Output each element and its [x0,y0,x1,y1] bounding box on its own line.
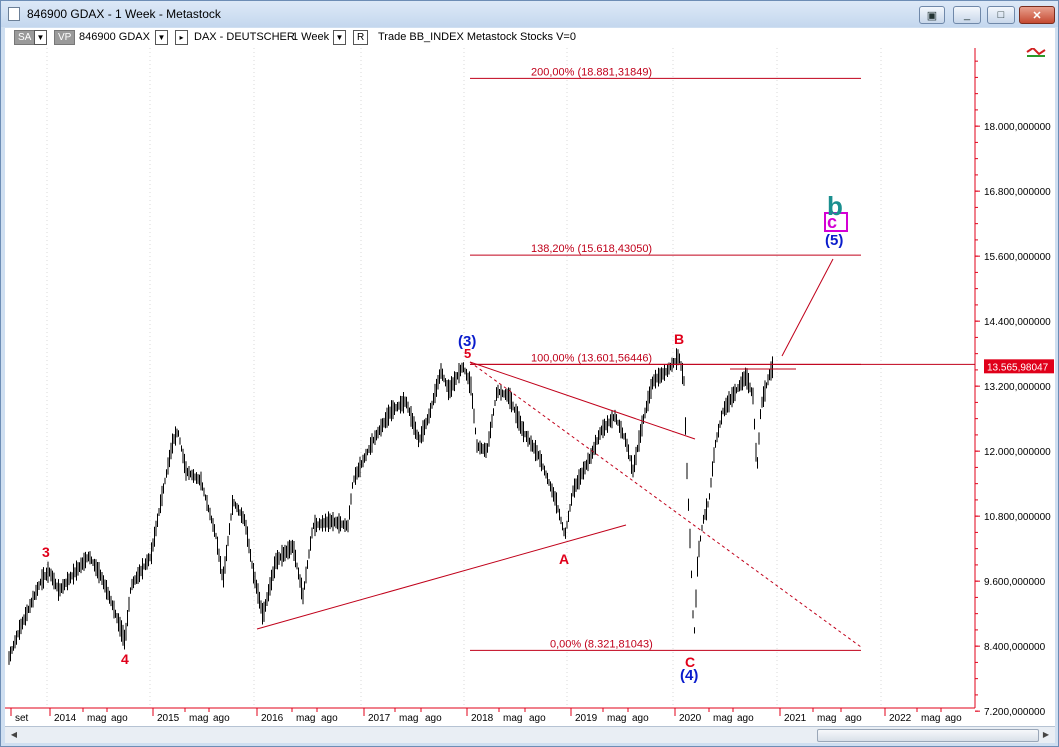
symbol-dropdown-icon[interactable]: ▼ [155,30,168,45]
x-tick-label: 2015 [157,713,180,724]
y-tick-label: 12.000,000000 [984,447,1051,458]
wave-label: B [674,331,684,347]
toolbar-info: Trade BB_INDEX Metastock Stocks V=0 [378,31,576,43]
r-button[interactable]: R [353,30,369,45]
x-tick-label: ago [213,713,230,724]
wave-label: (5) [825,232,843,249]
x-tick-label: ago [111,713,128,724]
y-tick-label: 13.200,000000 [984,382,1051,393]
restore-down-button[interactable]: ▣ [919,6,945,24]
wave-c-box [824,212,848,232]
x-tick-label: mag [817,713,836,724]
x-tick-label: ago [321,713,338,724]
x-tick-label: mag [189,713,208,724]
horizontal-scrollbar[interactable]: ◀ ▶ [5,726,1055,743]
y-tick-label: 18.000,000000 [984,122,1051,133]
y-tick-label: 15.600,000000 [984,252,1051,263]
chart-document-icon [8,7,20,21]
x-tick-label: 2020 [679,713,702,724]
wave-label: C [685,654,695,670]
vp-button[interactable]: VP [54,30,76,45]
chart-toolbar: SA ▼ VP 846900 GDAX ▼ ▸ DAX - DEUTSCHER … [5,28,1055,48]
last-price-label: 13.565,98047 [987,362,1049,373]
x-tick-label: ago [737,713,754,724]
x-tick-label: mag [87,713,106,724]
price-chart-svg[interactable]: 7.200,000000 8.400,000000 9.600,000000 10.8… [5,28,1055,726]
wave-label: 4 [121,651,129,667]
wedge-upper-trendline [469,361,696,440]
y-tick-label: 14.400,000000 [984,317,1051,328]
period-label: 1 Week [292,31,330,43]
x-tick-label: mag [713,713,732,724]
sa-dropdown-icon[interactable]: ▼ [34,30,47,45]
sa-button[interactable]: SA [14,30,36,45]
period-dropdown-icon[interactable]: ▼ [333,30,346,45]
fib-level-label: 0,00% (8.321,81043) [550,638,653,650]
x-tick-label: mag [503,713,522,724]
wedge-lower-trendline [256,524,627,630]
x-tick-label: mag [399,713,418,724]
x-tick-label: 2017 [368,713,391,724]
scroll-left-icon[interactable]: ◀ [10,730,18,739]
x-tick-label: 2021 [784,713,807,724]
y-tick-label: 16.800,000000 [984,187,1051,198]
minimize-button[interactable]: _ [953,6,981,24]
wave-label: 3 [42,544,50,560]
x-tick-label: ago [425,713,442,724]
price-chart[interactable]: 7.200,000000 8.400,000000 9.600,000000 10.8… [5,28,1055,726]
symbol-label: 846900 GDAX [79,31,150,43]
fib-level-label: 138,20% (15.618,43050) [531,243,652,255]
dotted-trendline [469,361,862,648]
y-tick-label: 9.600,000000 [984,577,1046,588]
wave-label: (3) [458,333,476,350]
security-name: DAX - DEUTSCHER [194,31,295,43]
title-bar[interactable]: 846900 GDAX - 1 Week - Metastock ▣ _ □ ✕ [1,1,1058,27]
x-tick-label: 2014 [54,713,77,724]
x-tick-label: ago [945,713,962,724]
scroll-right-icon[interactable]: ▶ [1042,730,1050,739]
fib-level-label: 100,00% (13.601,56446) [531,352,652,364]
x-tick-label: 2019 [575,713,598,724]
x-tick-label: ago [632,713,649,724]
scrollbar-thumb[interactable] [817,729,1039,742]
last-price-badge [984,359,1054,374]
x-tick-label: mag [296,713,315,724]
window-title: 846900 GDAX - 1 Week - Metastock [27,7,221,21]
wave-label: b [827,191,843,221]
x-tick-label: 2018 [471,713,494,724]
y-tick-label: 10.800,000000 [984,512,1051,523]
wave-label: c [827,212,837,232]
wave-label: A [559,551,569,567]
x-tick-label: ago [845,713,862,724]
y-tick-label: 8.400,000000 [984,642,1046,653]
close-button[interactable]: ✕ [1019,6,1055,24]
play-step-icon[interactable]: ▸ [175,30,188,45]
x-tick-label: set [15,713,29,724]
wave-label: 5 [464,346,471,361]
maximize-button[interactable]: □ [987,6,1015,24]
projection-line [781,258,834,357]
x-tick-label: mag [607,713,626,724]
x-tick-label: 2016 [261,713,284,724]
wave-label: (4) [680,667,698,684]
x-tick-label: 2022 [889,713,912,724]
x-tick-label: mag [921,713,940,724]
fib-level-label: 200,00% (18.881,31849) [531,66,652,78]
y-tick-label: 7.200,000000 [984,707,1046,718]
indicator-arrow-icon[interactable] [1026,46,1046,56]
x-tick-label: ago [529,713,546,724]
